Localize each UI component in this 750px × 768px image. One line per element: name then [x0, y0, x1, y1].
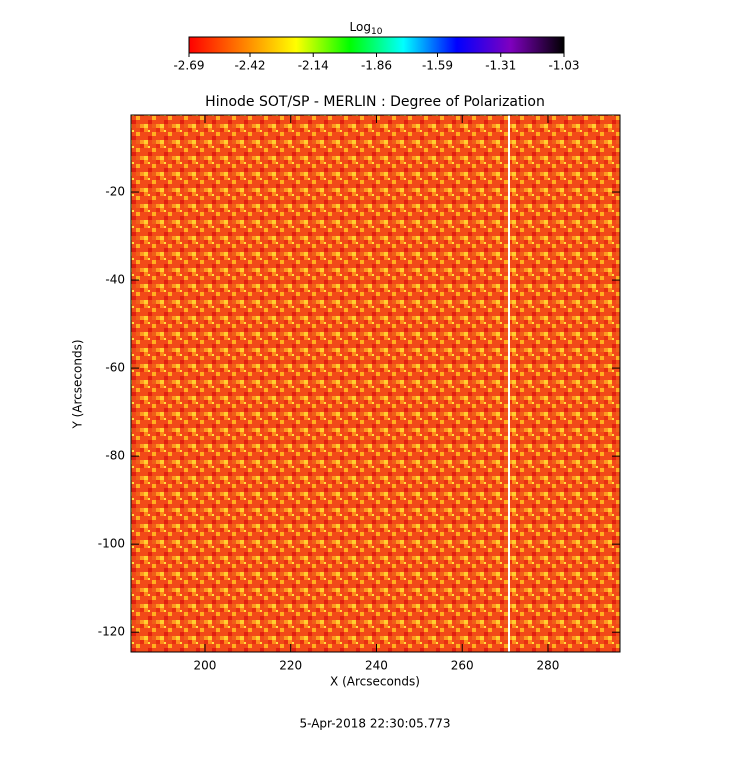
- colorbar-tick-label: -1.31: [485, 59, 516, 73]
- y-axis-label: Y (Arcseconds): [71, 339, 85, 429]
- x-axis-label: X (Arcseconds): [330, 675, 420, 689]
- y-tick-label: -20: [105, 185, 125, 199]
- y-tick-label: -80: [105, 449, 125, 463]
- y-tick-label: -120: [98, 625, 125, 639]
- x-tick-label: 220: [279, 659, 302, 673]
- y-tick-label: -100: [98, 537, 125, 551]
- colorbar-tick-label: -1.03: [548, 59, 579, 73]
- colorbar-tick-label: -1.59: [422, 59, 453, 73]
- chart-title: Hinode SOT/SP - MERLIN : Degree of Polar…: [205, 94, 545, 110]
- colorbar-label-text: Log: [350, 20, 371, 34]
- heatmap-image: [131, 115, 620, 652]
- colorbar-tick-label: -2.14: [298, 59, 329, 73]
- x-tick-label: 200: [194, 659, 217, 673]
- colorbar-tick-label: -1.86: [361, 59, 392, 73]
- colorbar-tick-label: -2.42: [234, 59, 265, 73]
- y-tick-label: -60: [105, 361, 125, 375]
- plot-frame: [130, 114, 621, 653]
- x-tick-label: 260: [451, 659, 474, 673]
- colorbar: [188, 36, 565, 54]
- x-tick-label: 280: [537, 659, 560, 673]
- colorbar-label-sub: 10: [371, 27, 383, 37]
- timestamp: 5-Apr-2018 22:30:05.773: [300, 717, 451, 731]
- x-tick-label: 240: [365, 659, 388, 673]
- y-tick-label: -40: [105, 273, 125, 287]
- colorbar-tick-label: -2.69: [173, 59, 204, 73]
- colorbar-label: Log10: [350, 20, 383, 37]
